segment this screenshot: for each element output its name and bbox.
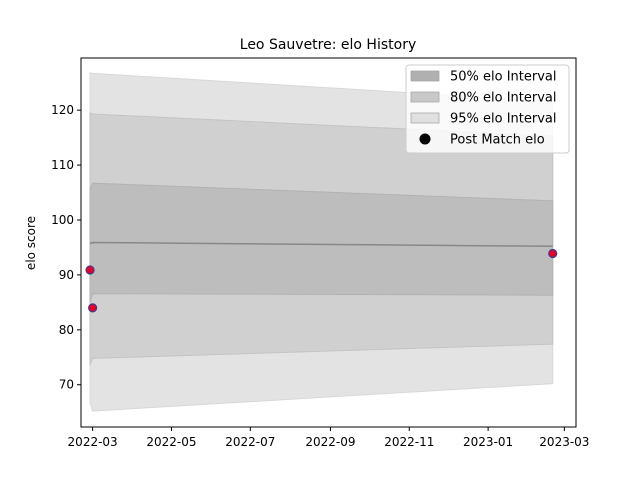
legend-label-3: 95% elo Interval [450, 112, 557, 127]
legend-swatch-3 [410, 112, 440, 124]
y-tick-label: 90 [59, 268, 74, 282]
x-tick-label: 2023-01 [463, 435, 513, 449]
plot-area [85, 72, 558, 412]
y-tick-label: 110 [51, 158, 74, 172]
y-tick-label: 70 [59, 378, 74, 392]
y-tick-label: 120 [51, 103, 74, 117]
legend-swatch-2 [410, 91, 440, 103]
legend-label-4: Post Match elo [450, 133, 545, 148]
x-tick-label: 2022-03 [68, 435, 118, 449]
mean-elo-line [89, 241, 553, 248]
x-tick-label: 2022-11 [384, 435, 434, 449]
post-match-point-1 [85, 265, 95, 275]
y-tick-label: 100 [51, 213, 74, 227]
y-tick-label: 80 [59, 323, 74, 337]
x-tick-label: 2023-03 [539, 435, 589, 449]
legend: 50% elo Interval 80% elo Interval 95% elo … [405, 64, 570, 154]
post-match-point-3 [548, 248, 558, 259]
axes: 2022-03 2022-05 2022-07 2022-09 2022-11 2023-… [51, 57, 589, 449]
legend-label-2: 80% elo Interval [450, 91, 557, 106]
legend-swatch-1 [410, 70, 440, 82]
x-tick-label: 2022-05 [146, 435, 196, 449]
x-tick-label: 2022-09 [305, 435, 355, 449]
post-match-point-2 [88, 303, 98, 313]
x-tick-label: 2022-07 [225, 435, 275, 449]
y-axis-label: elo score [24, 216, 38, 270]
legend-marker-post-match [419, 133, 431, 145]
legend-box [405, 64, 570, 154]
band-50-interval [89, 182, 554, 303]
plot-frame [80, 57, 577, 428]
chart-title: Leo Sauvetre: elo History [240, 37, 416, 53]
legend-label-1: 50% elo Interval [450, 70, 557, 85]
